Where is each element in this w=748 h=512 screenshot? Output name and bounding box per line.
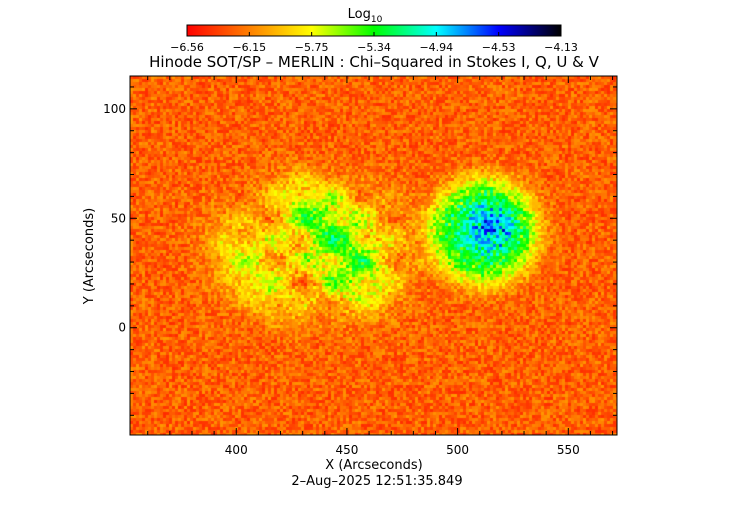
colorbar-tick-label: −6.56 — [170, 41, 204, 54]
x-tick-label: 500 — [446, 443, 469, 457]
x-tick-label: 400 — [225, 443, 248, 457]
chart-title: Hinode SOT/SP – MERLIN : Chi–Squared in … — [149, 53, 599, 71]
plot-frame — [129, 75, 618, 436]
timestamp: 2–Aug–2025 12:51:35.849 — [291, 474, 462, 489]
colorbar-tick-label: −5.34 — [357, 41, 391, 54]
colorbar-title: Log10 — [348, 7, 383, 25]
y-tick-label: 100 — [103, 102, 126, 116]
colorbar-tick-label: −4.94 — [419, 41, 453, 54]
x-tick-label: 550 — [557, 443, 580, 457]
colorbar-tick-label: −4.53 — [482, 41, 516, 54]
colorbar-tick-label: −5.75 — [295, 41, 329, 54]
colorbar-tick-labels: −6.56 −6.15 −5.75 −5.34 −4.94 −4.53 −4.13 — [170, 32, 578, 54]
x-tick-label: 450 — [335, 443, 358, 457]
y-tick-label: 50 — [111, 211, 126, 225]
heatmap-raster — [130, 76, 617, 435]
y-tick-label: 0 — [118, 321, 126, 335]
heatmap-image — [130, 76, 617, 435]
x-axis-label: X (Arcseconds) — [325, 458, 422, 473]
x-axis: 400 450 500 550 — [147, 76, 614, 457]
colorbar-tick-label: −4.13 — [544, 41, 578, 54]
colorbar-tick-label: −6.15 — [232, 41, 266, 54]
y-axis: 0 50 100 — [103, 86, 617, 416]
y-axis-label: Y (Arcseconds) — [82, 208, 97, 305]
